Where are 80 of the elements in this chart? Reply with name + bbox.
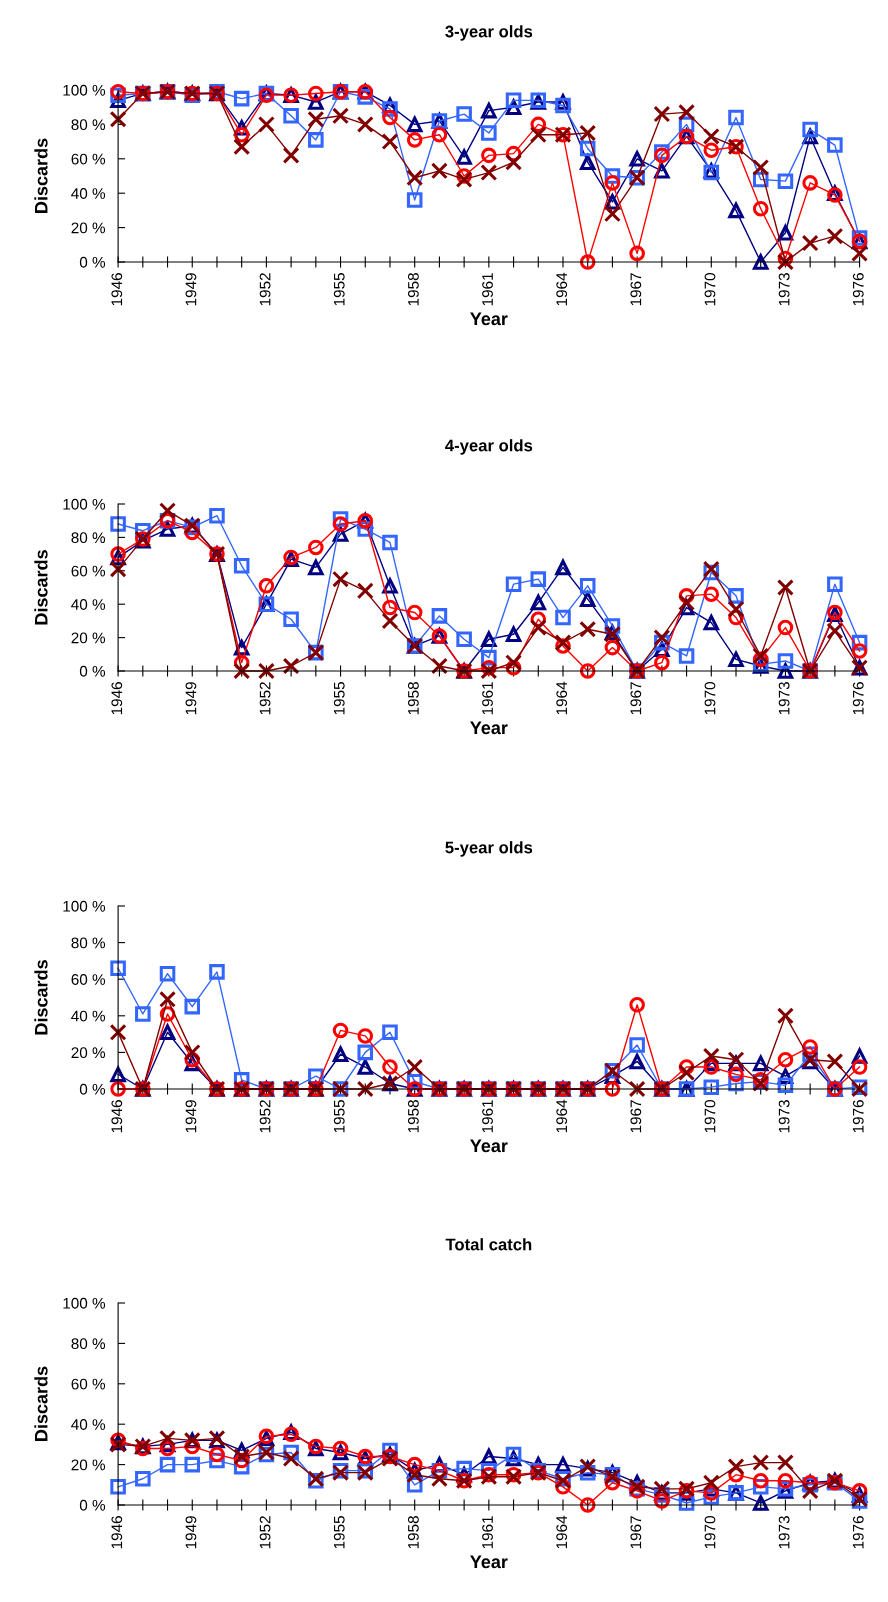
y-tick-label: 60 %	[71, 565, 106, 577]
y-tick-label: 0 %	[79, 1499, 106, 1511]
y-tick-label: 100 %	[63, 498, 106, 510]
x-tick-label: 1952	[259, 1100, 271, 1133]
y-tick-label: 80 %	[71, 119, 106, 131]
x-tick-label: 1958	[407, 273, 419, 306]
x-tick-label: 1964	[556, 681, 568, 715]
x-tick-label: 1967	[630, 273, 642, 306]
x-tick-label: 1973	[778, 273, 790, 306]
x-tick-label: 1970	[704, 1100, 716, 1133]
y-axis-title: Discards	[34, 1366, 48, 1441]
x-tick-label: 1964	[556, 1099, 568, 1133]
y-tick-label: 80 %	[71, 532, 106, 544]
x-tick-label: 1964	[556, 272, 568, 306]
x-tick-label: 1949	[185, 273, 197, 306]
y-tick-label: 20 %	[71, 632, 106, 644]
y-tick-label: 80 %	[71, 1338, 106, 1350]
x-tick-label: 1967	[630, 1516, 642, 1549]
x-tick-label: 1976	[852, 682, 864, 715]
y-tick-label: 80 %	[71, 937, 106, 949]
y-tick-label: 40 %	[71, 1010, 106, 1022]
x-tick-label: 1946	[111, 682, 123, 715]
y-tick-label: 100 %	[63, 1297, 106, 1309]
chart-title: 3-year olds	[445, 25, 533, 41]
x-tick-label: 1955	[333, 273, 345, 306]
x-tick-label: 1970	[704, 682, 716, 715]
x-tick-label: 1955	[333, 682, 345, 715]
x-tick-label: 1961	[482, 682, 493, 715]
y-tick-label: 40 %	[71, 1419, 106, 1430]
y-tick-label: 0 %	[79, 1083, 106, 1095]
y-tick-label: 20 %	[71, 222, 106, 234]
y-tick-label: 60 %	[71, 153, 106, 165]
x-tick-label: 1946	[111, 273, 123, 306]
y-axis-title: Discards	[34, 550, 48, 625]
x-tick-label: 1952	[259, 682, 271, 715]
x-tick-label: 1952	[259, 1516, 271, 1549]
x-axis-title: Year	[470, 312, 508, 326]
chart-title: Total catch	[445, 1238, 532, 1251]
x-tick-label: 1973	[778, 1516, 790, 1549]
x-tick-label: 1949	[185, 682, 197, 715]
x-tick-label: 1955	[333, 1516, 345, 1549]
chart-title: 4-year olds	[445, 439, 533, 455]
x-tick-label: 1976	[852, 273, 864, 306]
x-tick-label: 1949	[185, 1100, 197, 1133]
x-tick-label: 1970	[704, 1516, 716, 1549]
x-axis-title: Year	[470, 1555, 508, 1569]
x-tick-label: 1958	[407, 682, 419, 715]
y-tick-label: 60 %	[71, 974, 106, 985]
x-tick-label: 1958	[407, 1100, 419, 1133]
x-tick-label: 1970	[704, 273, 716, 306]
x-tick-label: 1976	[852, 1516, 864, 1549]
x-axis-title: Year	[470, 1139, 508, 1153]
x-tick-label: 1961	[482, 1100, 493, 1133]
y-tick-label: 100 %	[63, 84, 106, 96]
x-tick-label: 1973	[778, 1100, 790, 1133]
x-tick-label: 1955	[333, 1100, 345, 1133]
x-tick-label: 1952	[259, 273, 271, 306]
y-tick-label: 20 %	[71, 1459, 106, 1471]
y-tick-label: 100 %	[63, 900, 106, 912]
y-tick-label: 20 %	[71, 1047, 106, 1059]
x-tick-label: 1961	[482, 273, 493, 306]
x-tick-label: 1958	[407, 1516, 419, 1549]
x-tick-label: 1964	[556, 1515, 568, 1549]
x-tick-label: 1961	[482, 1516, 493, 1549]
chart-title: 5-year olds	[445, 841, 533, 857]
x-tick-label: 1967	[630, 1100, 642, 1133]
y-tick-label: 60 %	[71, 1378, 106, 1390]
x-tick-label: 1967	[630, 682, 642, 715]
y-tick-label: 40 %	[71, 188, 106, 199]
x-tick-label: 1949	[185, 1516, 197, 1549]
x-tick-label: 1973	[778, 682, 790, 715]
x-tick-label: 1946	[111, 1100, 123, 1133]
y-tick-label: 0 %	[79, 665, 106, 677]
x-tick-label: 1976	[852, 1100, 864, 1133]
x-axis-title: Year	[470, 721, 508, 735]
x-tick-label: 1946	[111, 1516, 123, 1549]
y-axis-title: Discards	[34, 138, 48, 213]
y-tick-label: 0 %	[79, 256, 106, 268]
y-axis-title: Discards	[34, 960, 48, 1035]
y-tick-label: 40 %	[71, 599, 106, 610]
